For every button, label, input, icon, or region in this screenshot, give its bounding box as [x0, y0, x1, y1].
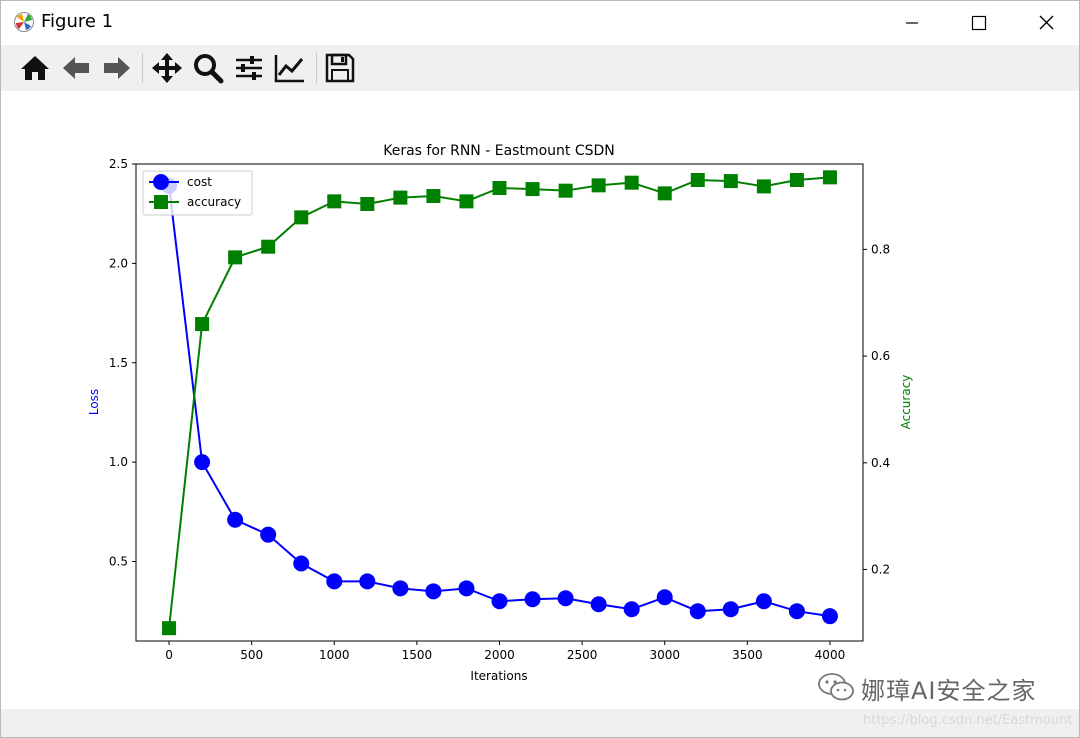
x-tick-label: 3500 — [732, 648, 763, 662]
matplotlib-app-icon — [14, 12, 34, 32]
data-point-accuracy — [261, 239, 276, 254]
data-point-accuracy — [558, 183, 573, 198]
data-point-cost — [392, 580, 409, 597]
legend-accuracy-label: accuracy — [187, 195, 241, 209]
back-arrow-icon[interactable] — [59, 51, 93, 85]
y2-tick-label: 0.4 — [871, 456, 890, 470]
data-point-cost — [590, 596, 607, 613]
data-point-cost — [788, 603, 805, 620]
y-tick-label: 2.5 — [109, 157, 128, 171]
data-point-accuracy — [294, 210, 309, 225]
forward-arrow-icon[interactable] — [100, 51, 134, 85]
data-point-cost — [524, 591, 541, 608]
data-point-accuracy — [228, 250, 243, 265]
data-point-accuracy — [591, 178, 606, 193]
close-button[interactable] — [1023, 1, 1069, 45]
axes-frame — [135, 163, 864, 642]
zoom-icon[interactable] — [191, 51, 225, 85]
data-point-accuracy — [162, 621, 177, 636]
data-point-accuracy — [756, 179, 771, 194]
data-point-cost — [656, 589, 673, 606]
y-tick-label: 0.5 — [109, 555, 128, 569]
data-point-accuracy — [459, 194, 474, 209]
navigation-toolbar — [1, 45, 1079, 91]
chart-title: Keras for RNN - Eastmount CSDN — [383, 143, 615, 159]
data-point-cost — [359, 573, 376, 590]
data-point-accuracy — [624, 175, 639, 190]
figure-canvas[interactable]: 0 500 1000 1500 2000 2500 3000 3500 4000 0.5 1.0 1.… — [1, 91, 1079, 709]
x-tick-label: 500 — [240, 648, 263, 662]
data-point-cost — [227, 511, 244, 528]
data-point-accuracy — [657, 186, 672, 201]
legend-accuracy-marker — [154, 195, 168, 209]
data-point-accuracy — [393, 190, 408, 205]
data-point-cost — [491, 593, 508, 610]
data-point-cost — [194, 454, 211, 471]
data-point-accuracy — [822, 170, 837, 185]
x-tick-label: 1500 — [402, 648, 433, 662]
x-tick-label: 4000 — [815, 648, 846, 662]
y2-axis-label: Accuracy — [899, 375, 913, 430]
watermark-url: https://blog.csdn.net/Eastmount — [863, 713, 1073, 728]
data-point-cost — [260, 526, 277, 543]
minimize-button[interactable] — [889, 1, 935, 45]
legend: cost accuracy — [142, 170, 253, 216]
data-point-cost — [326, 573, 343, 590]
y2-tick-label: 0.2 — [871, 563, 890, 577]
watermark-text: 娜璋AI安全之家 — [861, 677, 1037, 705]
home-icon[interactable] — [18, 51, 52, 85]
maximize-button[interactable] — [956, 1, 1002, 45]
data-point-accuracy — [360, 197, 375, 212]
data-point-accuracy — [195, 317, 210, 332]
data-point-accuracy — [789, 173, 804, 188]
edit-axis-icon[interactable] — [273, 51, 307, 85]
x-tick-label: 2500 — [567, 648, 598, 662]
y-tick-label: 2.0 — [109, 256, 128, 270]
y-tick-label: 1.0 — [109, 455, 128, 469]
legend-cost-marker — [153, 174, 169, 190]
data-point-accuracy — [492, 181, 507, 196]
x-tick-label: 0 — [165, 648, 173, 662]
toolbar-separator — [142, 53, 143, 83]
x-tick-label: 2000 — [484, 648, 515, 662]
data-point-accuracy — [690, 173, 705, 188]
pan-icon[interactable] — [150, 51, 184, 85]
data-point-cost — [722, 601, 739, 618]
title-bar: Figure 1 — [1, 1, 1079, 45]
y-tick-label: 1.5 — [109, 356, 128, 370]
wechat-icon — [818, 673, 854, 701]
data-point-cost — [623, 601, 640, 618]
x-tick-label: 3000 — [649, 648, 680, 662]
data-point-cost — [293, 555, 310, 572]
data-point-cost — [689, 603, 706, 620]
save-icon[interactable] — [323, 51, 357, 85]
data-point-accuracy — [426, 189, 441, 204]
chart-svg: 0 500 1000 1500 2000 2500 3000 3500 4000 0.5 1.0 1.… — [87, 143, 913, 683]
y2-tick-label: 0.8 — [871, 242, 890, 256]
status-bar — [1, 709, 1079, 737]
legend-cost-label: cost — [187, 175, 212, 189]
data-point-accuracy — [723, 174, 738, 189]
data-point-cost — [458, 580, 475, 597]
window-title: Figure 1 — [41, 11, 114, 32]
data-point-cost — [755, 593, 772, 610]
y-axis-label: Loss — [87, 389, 101, 415]
x-axis-label: Iterations — [470, 669, 527, 683]
y2-tick-label: 0.6 — [871, 349, 890, 363]
data-point-cost — [557, 590, 574, 607]
toolbar-separator — [316, 53, 317, 83]
x-tick-label: 1000 — [319, 648, 350, 662]
configure-subplots-icon[interactable] — [232, 51, 266, 85]
data-point-cost — [425, 583, 442, 600]
data-point-accuracy — [327, 194, 342, 209]
watermark: 娜璋AI安全之家 — [817, 669, 1057, 705]
data-point-accuracy — [525, 182, 540, 197]
data-point-cost — [821, 608, 838, 625]
